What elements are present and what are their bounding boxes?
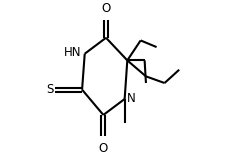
Text: O: O [101, 2, 111, 15]
Text: S: S [46, 83, 54, 96]
Text: N: N [127, 92, 135, 105]
Text: HN: HN [64, 46, 81, 59]
Text: O: O [99, 141, 108, 155]
